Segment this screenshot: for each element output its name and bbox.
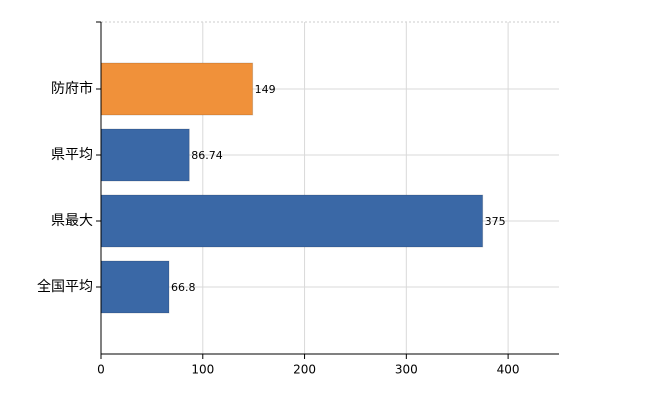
y-tick-label: 県最大	[51, 213, 93, 229]
x-tick-label: 300	[395, 363, 418, 377]
x-tick-label: 200	[293, 363, 316, 377]
value-label: 66.8	[171, 281, 196, 294]
x-tick-label: 400	[497, 363, 520, 377]
x-tick-label: 0	[97, 363, 105, 377]
bar	[100, 260, 170, 314]
bar	[100, 194, 484, 248]
y-tick-label: 県平均	[51, 147, 93, 163]
value-label: 149	[255, 83, 276, 96]
bar	[100, 128, 190, 182]
y-tick-label: 全国平均	[37, 278, 93, 295]
value-label: 86.74	[191, 149, 223, 162]
value-label: 375	[485, 215, 506, 228]
x-tick-label: 100	[191, 363, 214, 377]
y-tick-label: 防府市	[51, 80, 93, 97]
bar	[100, 62, 254, 116]
